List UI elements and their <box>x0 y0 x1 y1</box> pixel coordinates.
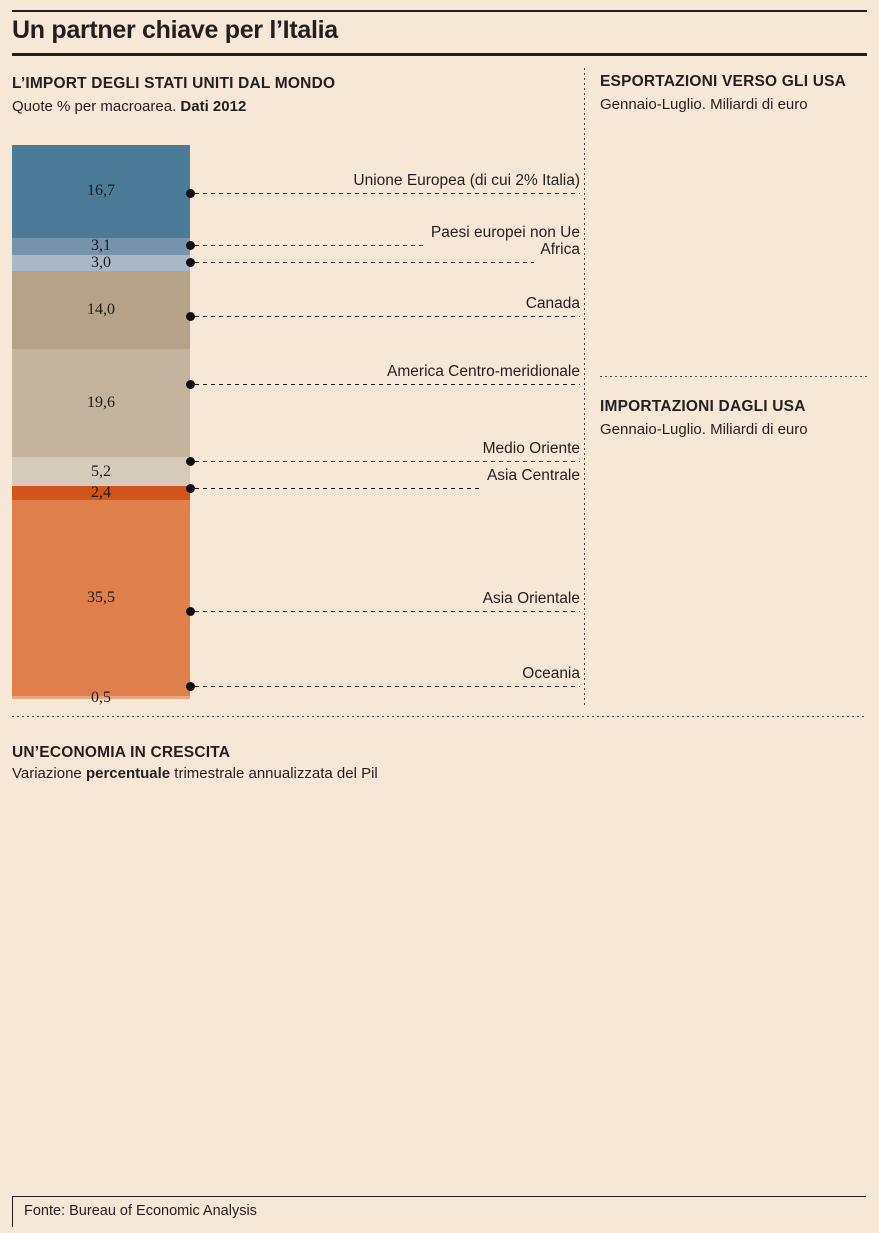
bar-segment-value: 19,6 <box>87 394 115 412</box>
bar-category-label: Paesi europei non Ue <box>430 224 580 241</box>
leader-bullet <box>186 189 195 198</box>
leader-line <box>195 245 425 246</box>
bar-category-label: Medio Oriente <box>482 440 580 457</box>
leader-line <box>195 461 580 462</box>
top-rule <box>12 10 867 12</box>
footer-box <box>12 1196 866 1227</box>
leader-bullet <box>186 312 195 321</box>
page-title: Un partner chiave per l’Italia <box>12 16 338 44</box>
bar-category-label: Asia Centrale <box>486 467 580 484</box>
export-section-heading: ESPORTAZIONI VERSO GLI USA <box>600 73 847 90</box>
source-note: Fonte: Bureau of Economic Analysis <box>24 1203 257 1219</box>
economy-subtitle-b: percentuale <box>85 765 171 782</box>
bar-segment-value: 35,5 <box>87 588 115 606</box>
bar-segment: 35,5 <box>12 499 190 697</box>
bar-segment-value: 3,0 <box>91 254 111 271</box>
title-underline-rule <box>12 53 867 56</box>
bar-category-label: Canada <box>525 295 580 312</box>
economy-subtitle-c: trimestrale annualizzata del Pil <box>170 765 378 782</box>
import-section-subtitle: Quote % per macroarea. Dati 2012 <box>12 98 246 115</box>
bar-category-label: Unione Europea (di cui 2% Italia) <box>353 172 580 189</box>
leader-bullet <box>186 241 195 250</box>
bar-segment: 14,0 <box>12 271 190 349</box>
leader-line <box>195 686 580 687</box>
import-subtitle-bold: Dati 2012 <box>180 98 247 115</box>
leader-line <box>195 262 535 263</box>
bar-segment: 16,7 <box>12 145 190 238</box>
bar-segment-value: 16,7 <box>87 182 115 200</box>
bar-segment: 3,1 <box>12 237 190 255</box>
bar-segment: 3,0 <box>12 254 190 272</box>
leader-bullet <box>186 457 195 466</box>
bar-category-label: Oceania <box>522 665 580 682</box>
economy-section-heading: UN’ECONOMIA IN CRESCITA <box>12 744 231 761</box>
bar-segment-value: 14,0 <box>87 301 115 319</box>
export-section-subtitle: Gennaio-Luglio. Miliardi di euro <box>600 96 808 113</box>
importusa-section-heading: IMPORTAZIONI DAGLI USA <box>600 398 806 415</box>
leader-bullet <box>186 607 195 616</box>
leader-line <box>195 384 580 385</box>
bar-segment: 19,6 <box>12 348 190 458</box>
stacked-bar-chart: 16,7 3,1 3,0 14,0 19,6 5,2 2,4 35,5 0,5 <box>12 145 190 706</box>
vertical-divider <box>584 68 585 708</box>
leader-line <box>195 611 580 612</box>
import-subtitle-plain: Quote % per macroarea. <box>12 98 181 115</box>
leader-bullet <box>186 258 195 267</box>
bar-segment-value: 3,1 <box>91 237 111 255</box>
leader-line <box>195 193 580 194</box>
section-divider <box>12 716 867 717</box>
import-section-heading: L’IMPORT DEGLI STATI UNITI DAL MONDO <box>12 75 336 92</box>
economy-subtitle-a: Variazione <box>12 765 86 782</box>
bar-category-label: Africa <box>540 241 580 258</box>
bar-segment: 0,5 <box>12 689 190 706</box>
bar-segment-value: 2,4 <box>91 483 111 501</box>
leader-bullet <box>186 682 195 691</box>
gdp-area-chart <box>0 800 879 1200</box>
importusa-section-subtitle: Gennaio-Luglio. Miliardi di euro <box>600 421 808 438</box>
leader-line <box>195 316 580 317</box>
leader-line <box>195 488 481 489</box>
bar-segment-value: 0,5 <box>91 688 111 706</box>
bar-category-label: Asia Orientale <box>482 590 580 607</box>
leader-bullet <box>186 484 195 493</box>
bar-segment: 5,2 <box>12 457 190 487</box>
leader-bullet <box>186 380 195 389</box>
bar-segment: 2,4 <box>12 483 190 501</box>
bar-category-label: America Centro-meridionale <box>387 363 580 380</box>
economy-section-subtitle: Variazione percentuale trimestrale annua… <box>12 765 378 782</box>
right-column-divider <box>600 376 867 377</box>
bar-segment-value: 5,2 <box>91 462 111 480</box>
